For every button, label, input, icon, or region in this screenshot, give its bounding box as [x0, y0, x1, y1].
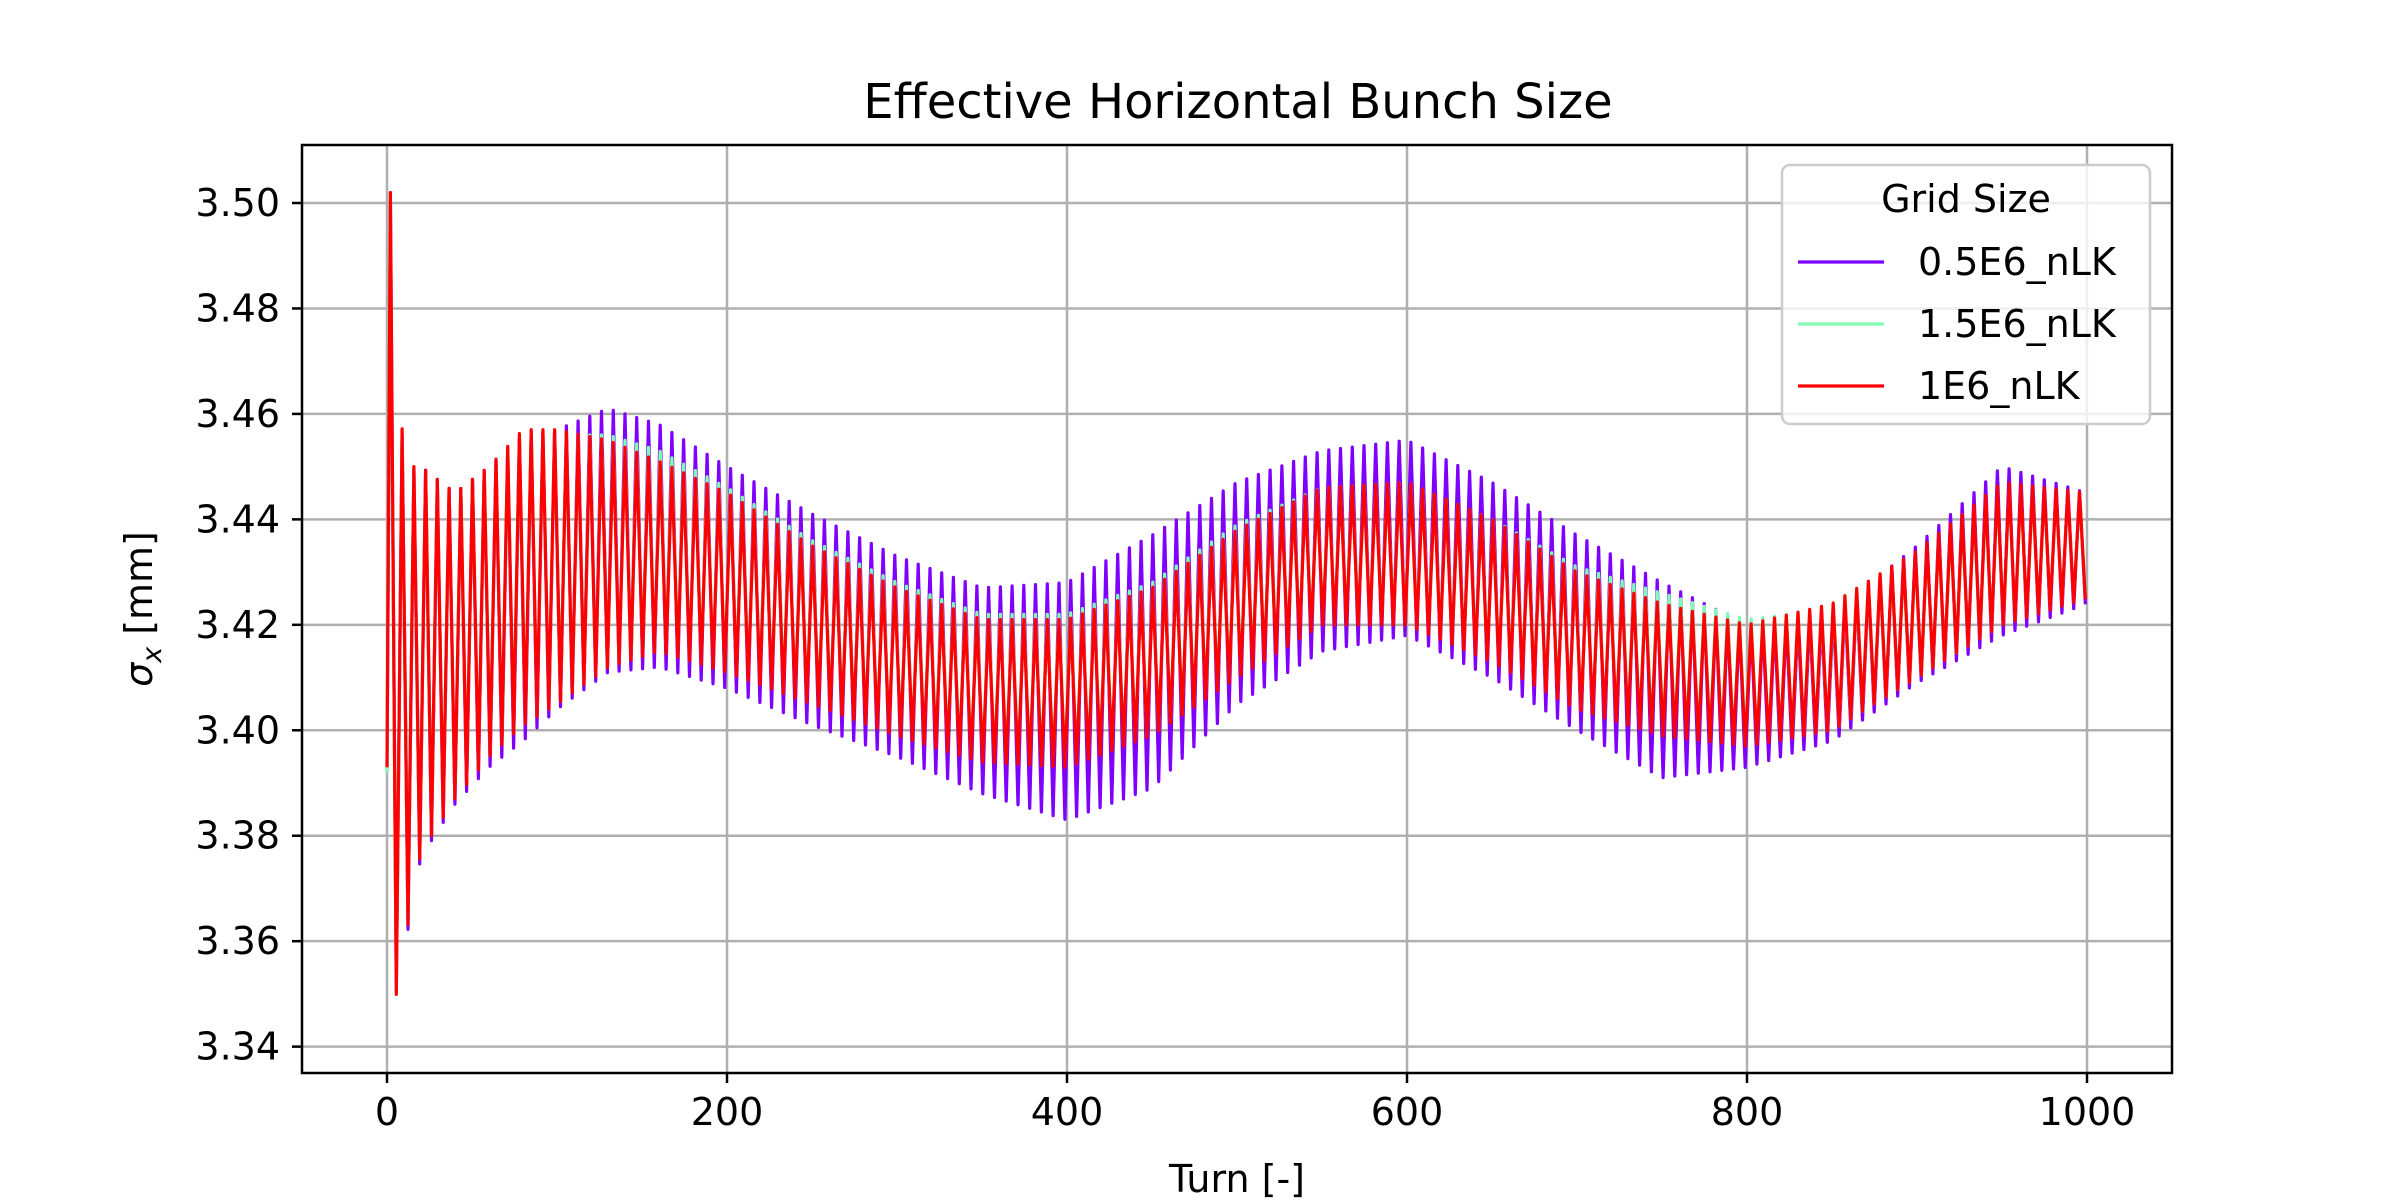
plot-area	[385, 190, 2087, 996]
legend-box	[1780, 163, 2152, 426]
y-tick-label: 3.36	[195, 919, 280, 963]
y-axis-label-unit: [mm]	[117, 531, 161, 635]
y-tick-label: 3.42	[195, 603, 280, 647]
grid-lines	[302, 145, 2172, 1073]
y-tick-label: 3.46	[195, 392, 280, 436]
y-tick-label: 3.38	[195, 814, 280, 858]
chart-title: Effective Horizontal Bunch Size	[863, 74, 1612, 130]
legend-label: 0.5E6_nLK	[1918, 240, 2117, 284]
y-axis-label: σx [mm]	[117, 531, 168, 687]
series-lines	[385, 190, 2087, 996]
x-tick-label: 600	[1371, 1090, 1444, 1134]
legend-label: 1E6_nLK	[1918, 364, 2081, 408]
y-axis-label-subscript: x	[137, 646, 168, 664]
x-tick-label: 800	[1711, 1090, 1784, 1134]
legend-label: 1.5E6_nLK	[1918, 302, 2117, 346]
y-axis-label-symbol: σ	[117, 661, 161, 687]
x-tick-label: 0	[375, 1090, 399, 1134]
legend: Grid Size 0.5E6_nLK 1.5E6_nLK 1E6_nLK	[1780, 163, 2152, 426]
x-tick-label: 400	[1031, 1090, 1104, 1134]
x-axis-label: Turn [-]	[1168, 1157, 1305, 1200]
y-tick-label: 3.44	[195, 497, 280, 541]
series-line-3	[385, 190, 2087, 996]
x-tick-label: 1000	[2039, 1090, 2136, 1134]
legend-title: Grid Size	[1881, 177, 2051, 221]
x-axis-ticks: 0 200 400 600 800 1000	[375, 1073, 2135, 1134]
y-tick-label: 3.34	[195, 1025, 280, 1069]
y-tick-label: 3.48	[195, 286, 280, 330]
y-axis-ticks: 3.34 3.36 3.38 3.40 3.42 3.44 3.46 3.48 3.50	[195, 181, 302, 1069]
legend-entries: 0.5E6_nLK 1.5E6_nLK 1E6_nLK	[1798, 240, 2117, 408]
x-tick-label: 200	[691, 1090, 764, 1134]
y-tick-label: 3.50	[195, 181, 280, 225]
y-tick-label: 3.40	[195, 708, 280, 752]
plot-frame	[300, 143, 2174, 1075]
